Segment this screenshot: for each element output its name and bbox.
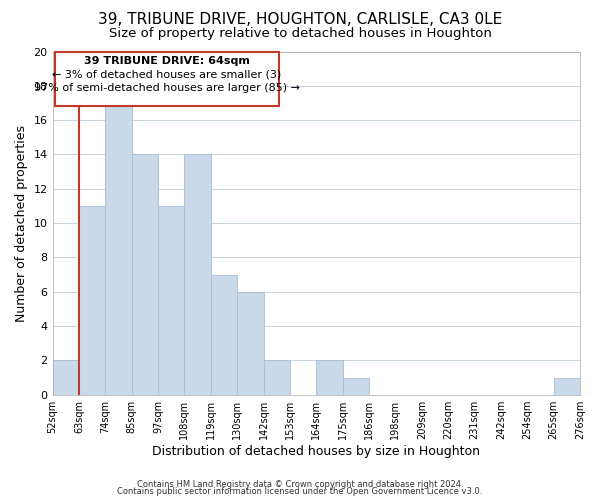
Bar bbox=[316, 360, 343, 394]
Bar bbox=[211, 274, 237, 394]
Bar bbox=[158, 206, 184, 394]
Text: Size of property relative to detached houses in Houghton: Size of property relative to detached ho… bbox=[109, 28, 491, 40]
Bar bbox=[184, 154, 211, 394]
Text: ← 3% of detached houses are smaller (3): ← 3% of detached houses are smaller (3) bbox=[52, 70, 281, 80]
Bar bbox=[105, 103, 131, 395]
Text: 97% of semi-detached houses are larger (85) →: 97% of semi-detached houses are larger (… bbox=[34, 84, 300, 94]
Text: Contains HM Land Registry data © Crown copyright and database right 2024.: Contains HM Land Registry data © Crown c… bbox=[137, 480, 463, 489]
Bar bbox=[79, 206, 105, 394]
Bar bbox=[53, 360, 79, 394]
Y-axis label: Number of detached properties: Number of detached properties bbox=[15, 124, 28, 322]
Text: Contains public sector information licensed under the Open Government Licence v3: Contains public sector information licen… bbox=[118, 488, 482, 496]
Text: 39, TRIBUNE DRIVE, HOUGHTON, CARLISLE, CA3 0LE: 39, TRIBUNE DRIVE, HOUGHTON, CARLISLE, C… bbox=[98, 12, 502, 28]
Bar bbox=[554, 378, 580, 394]
Text: 39 TRIBUNE DRIVE: 64sqm: 39 TRIBUNE DRIVE: 64sqm bbox=[84, 56, 250, 66]
Bar bbox=[343, 378, 369, 394]
Bar bbox=[263, 360, 290, 394]
FancyBboxPatch shape bbox=[55, 52, 280, 106]
X-axis label: Distribution of detached houses by size in Houghton: Distribution of detached houses by size … bbox=[152, 444, 480, 458]
Bar bbox=[237, 292, 263, 395]
Bar bbox=[131, 154, 158, 394]
